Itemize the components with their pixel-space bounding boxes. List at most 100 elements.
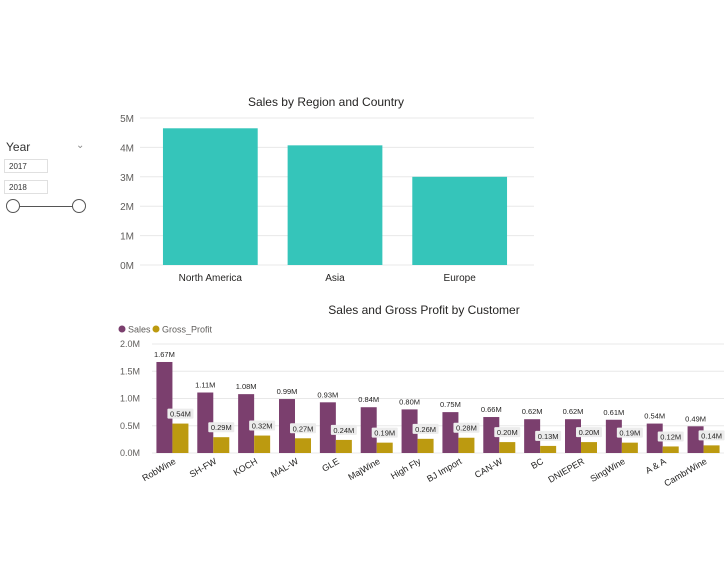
chart-title: Sales by Region and Country (248, 95, 404, 109)
sales-bar[interactable] (279, 399, 295, 453)
chevron-down-icon[interactable]: ⌄ (76, 140, 85, 151)
sales-bar[interactable] (401, 409, 418, 453)
gross-profit-bar[interactable] (581, 442, 597, 453)
gross-profit-label-bg (167, 408, 194, 419)
bar[interactable] (287, 145, 383, 265)
gross-profit-bar[interactable] (540, 445, 557, 453)
gross-profit-data-label: 0.27M (293, 424, 314, 433)
sales-data-label: 0.62M (522, 407, 543, 416)
y-tick-label: 0.5M (120, 421, 140, 431)
sales-data-label: 0.93M (317, 390, 338, 399)
slider-start-handle[interactable] (6, 199, 20, 213)
x-category-label: Asia (325, 273, 345, 284)
year-end-input[interactable]: 2018 (4, 180, 48, 194)
year-start-input[interactable]: 2017 (4, 159, 48, 173)
gross-profit-label-bg (494, 427, 521, 438)
slider-track[interactable] (13, 206, 79, 207)
sales-data-label: 1.67M (154, 350, 175, 359)
sales-data-label: 1.08M (236, 382, 257, 391)
sales-data-label: 0.75M (440, 400, 461, 409)
gross-profit-data-label: 0.24M (333, 426, 354, 435)
gross-profit-bar[interactable] (417, 438, 434, 453)
gross-profit-bar[interactable] (458, 437, 475, 453)
y-tick-label: 2.0M (120, 339, 140, 349)
gross-profit-data-label: 0.29M (211, 423, 232, 432)
slicer-title: Year (6, 140, 31, 154)
x-category-label: KOCH (232, 456, 260, 478)
y-tick-label: 0.0M (120, 448, 140, 458)
x-category-label: GLE (320, 456, 341, 474)
x-category-label: CambrWine (662, 456, 708, 488)
gross-profit-label-bg (371, 427, 398, 438)
sales-bar[interactable] (156, 361, 173, 453)
gross-profit-data-label: 0.26M (415, 425, 436, 434)
x-category-label: MajWine (346, 456, 381, 482)
gross-profit-label-bg (657, 431, 684, 442)
sales-bar[interactable] (238, 394, 255, 453)
sales-data-label: 0.54M (644, 412, 665, 421)
legend-sales-marker (118, 325, 126, 333)
x-category-label: High Fly (389, 456, 423, 481)
gross-profit-bar[interactable] (254, 435, 271, 453)
gross-profit-bar[interactable] (621, 442, 638, 453)
sales-bar[interactable] (524, 419, 541, 453)
sales-bar[interactable] (442, 412, 459, 453)
sales-data-label: 0.80M (399, 397, 420, 406)
y-tick-label: 4M (120, 143, 134, 154)
sales-data-label: 0.99M (277, 387, 298, 396)
sales-bar[interactable] (483, 417, 500, 453)
y-tick-label: 1M (120, 232, 134, 243)
gross-profit-data-label: 0.54M (170, 410, 191, 419)
gross-profit-label-bg (249, 420, 276, 431)
gross-profit-bar[interactable] (662, 446, 679, 453)
gross-profit-label-bg (290, 423, 316, 434)
legend-sales-label: Sales (128, 325, 151, 335)
sales-data-label: 0.84M (358, 395, 379, 404)
y-tick-label: 3M (120, 173, 134, 184)
bar[interactable] (412, 176, 508, 265)
gross-profit-bar[interactable] (172, 423, 189, 453)
x-category-label: BC (529, 456, 545, 471)
gross-profit-bar[interactable] (335, 439, 352, 453)
x-category-label: CAN-W (473, 456, 505, 480)
sales-data-label: 0.62M (563, 407, 584, 416)
y-tick-label: 5M (120, 114, 134, 125)
gross-profit-label-bg (576, 427, 602, 438)
sales-data-label: 1.11M (195, 381, 215, 390)
gross-profit-data-label: 0.20M (497, 428, 518, 437)
y-tick-label: 0M (120, 261, 134, 272)
x-category-label: A & A (644, 456, 668, 476)
sales-bar[interactable] (646, 423, 663, 453)
gross-profit-bar[interactable] (499, 442, 516, 453)
gross-profit-data-label: 0.14M (701, 431, 722, 440)
gross-profit-bar[interactable] (213, 437, 230, 453)
gross-profit-data-label: 0.19M (619, 429, 640, 438)
y-tick-label: 1.5M (120, 366, 140, 376)
gross-profit-bar[interactable] (295, 438, 311, 453)
gross-profit-label-bg (412, 423, 439, 434)
gross-profit-bar[interactable] (703, 445, 720, 453)
x-category-label: MAL-W (269, 456, 300, 480)
x-category-label: RobWine (140, 456, 177, 483)
legend: Sales Gross_Profit (118, 325, 213, 335)
gross-profit-label-bg (698, 430, 725, 441)
x-category-label: SingWine (588, 456, 626, 484)
sales-bar[interactable] (197, 392, 214, 453)
gross-profit-label-bg (330, 424, 357, 435)
sales-data-label: 0.66M (481, 405, 502, 414)
gross-profit-data-label: 0.32M (252, 422, 273, 431)
sales-bar[interactable] (360, 407, 377, 453)
legend-gross-profit-marker (152, 325, 160, 333)
y-tick-label: 2M (120, 202, 134, 213)
bar[interactable] (162, 128, 258, 265)
y-tick-label: 1.0M (120, 394, 140, 404)
slider-end-handle[interactable] (72, 199, 86, 213)
gross-profit-label-bg (453, 422, 480, 433)
x-category-label: North America (179, 273, 243, 284)
x-category-label: Europe (444, 273, 477, 284)
gross-profit-bar[interactable] (376, 442, 393, 453)
sales-data-label: 0.49M (685, 414, 706, 423)
gross-profit-label-bg (208, 422, 235, 433)
sales-bar[interactable] (319, 402, 336, 453)
sales-data-label: 0.61M (603, 408, 624, 417)
